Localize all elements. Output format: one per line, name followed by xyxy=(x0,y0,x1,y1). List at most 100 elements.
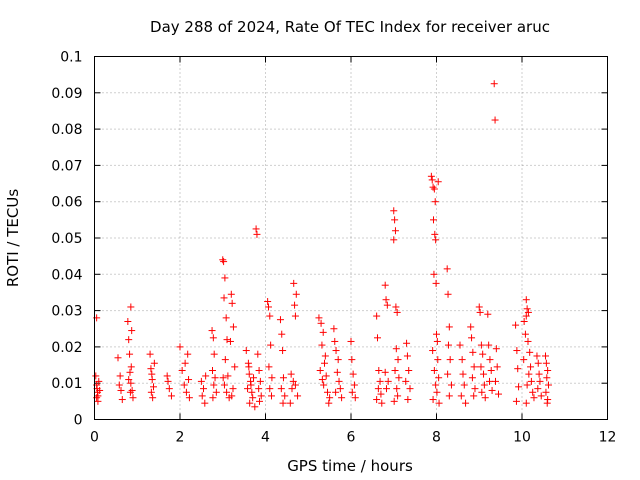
data-point xyxy=(376,377,384,385)
data-point xyxy=(318,341,326,349)
data-point xyxy=(520,356,528,364)
data-point xyxy=(484,310,492,318)
data-point xyxy=(349,370,357,378)
data-point xyxy=(210,381,218,389)
data-point xyxy=(116,372,124,380)
data-point xyxy=(178,366,186,374)
data-point xyxy=(257,392,265,400)
y-tick-labels: 0 0.01 0.02 0.03 0.04 0.05 0.06 0.07 0.08 0.09 0.1 xyxy=(51,50,82,429)
data-point xyxy=(332,347,340,355)
data-point xyxy=(430,366,438,374)
data-point xyxy=(471,385,479,393)
data-point xyxy=(348,356,356,364)
data-point xyxy=(392,345,400,353)
data-point xyxy=(492,345,500,353)
data-point xyxy=(475,303,483,311)
data-point xyxy=(126,368,134,376)
data-point xyxy=(537,392,545,400)
data-point xyxy=(288,385,296,393)
data-point xyxy=(542,388,550,396)
data-point xyxy=(245,363,253,371)
data-point xyxy=(326,394,334,402)
data-point xyxy=(514,365,522,373)
data-point xyxy=(534,359,542,367)
data-point xyxy=(431,198,439,206)
data-point xyxy=(374,334,382,342)
data-point xyxy=(208,366,216,374)
data-point xyxy=(392,303,400,311)
data-point xyxy=(114,354,122,362)
data-point xyxy=(125,376,133,384)
data-point xyxy=(535,370,543,378)
data-point xyxy=(245,370,253,378)
y-tick-label: 0.06 xyxy=(51,195,82,211)
data-point xyxy=(247,381,255,389)
data-point xyxy=(220,258,228,266)
data-point xyxy=(267,341,275,349)
data-point xyxy=(276,316,284,324)
data-point xyxy=(250,374,258,382)
data-point xyxy=(255,385,263,393)
data-point xyxy=(382,385,390,393)
data-point xyxy=(432,236,440,244)
data-point xyxy=(374,385,382,393)
data-point xyxy=(536,377,544,385)
y-tick-label: 0.05 xyxy=(51,231,82,247)
data-point xyxy=(115,381,123,389)
x-tick-label: 12 xyxy=(599,430,617,446)
data-point xyxy=(523,305,531,313)
data-point xyxy=(286,399,294,407)
data-point xyxy=(391,216,399,224)
data-point xyxy=(316,366,324,374)
data-point xyxy=(229,323,237,331)
data-point xyxy=(118,396,126,404)
data-point xyxy=(468,374,476,382)
data-point xyxy=(544,366,552,374)
data-point xyxy=(251,403,259,411)
data-points xyxy=(92,80,553,411)
data-point xyxy=(321,352,329,360)
data-point xyxy=(94,392,102,400)
y-tick-label: 0.07 xyxy=(51,158,82,174)
data-point xyxy=(515,383,523,391)
x-tick-label: 6 xyxy=(347,430,356,446)
data-point xyxy=(318,376,326,384)
data-point xyxy=(163,372,171,380)
data-point xyxy=(319,328,327,336)
data-point xyxy=(427,172,435,180)
data-point xyxy=(470,363,478,371)
data-point xyxy=(212,388,220,396)
data-point xyxy=(545,381,553,389)
data-point xyxy=(445,392,453,400)
data-point xyxy=(202,372,210,380)
data-point xyxy=(219,256,227,264)
data-point xyxy=(227,290,235,298)
data-point xyxy=(231,363,239,371)
data-point xyxy=(530,394,538,402)
y-tick-label: 0.02 xyxy=(51,340,82,356)
data-point xyxy=(390,397,398,405)
data-point xyxy=(444,370,452,378)
data-point xyxy=(533,352,541,360)
data-point xyxy=(524,308,532,316)
data-point xyxy=(279,399,287,407)
x-tick-labels: 0 2 4 6 8 10 12 xyxy=(90,430,616,446)
data-point xyxy=(180,381,188,389)
data-point xyxy=(167,392,175,400)
data-point xyxy=(491,377,499,385)
data-point xyxy=(486,377,494,385)
data-point xyxy=(96,386,104,394)
data-point xyxy=(222,314,230,322)
data-point xyxy=(223,336,231,344)
data-point xyxy=(221,356,229,364)
data-point xyxy=(468,334,476,342)
data-point xyxy=(242,347,250,355)
data-point xyxy=(382,296,390,304)
data-point xyxy=(443,265,451,273)
y-tick-label: 0 xyxy=(74,413,83,429)
data-point xyxy=(444,341,452,349)
data-point xyxy=(281,392,289,400)
data-point xyxy=(256,377,264,385)
data-point xyxy=(149,383,157,391)
data-point xyxy=(447,381,455,389)
